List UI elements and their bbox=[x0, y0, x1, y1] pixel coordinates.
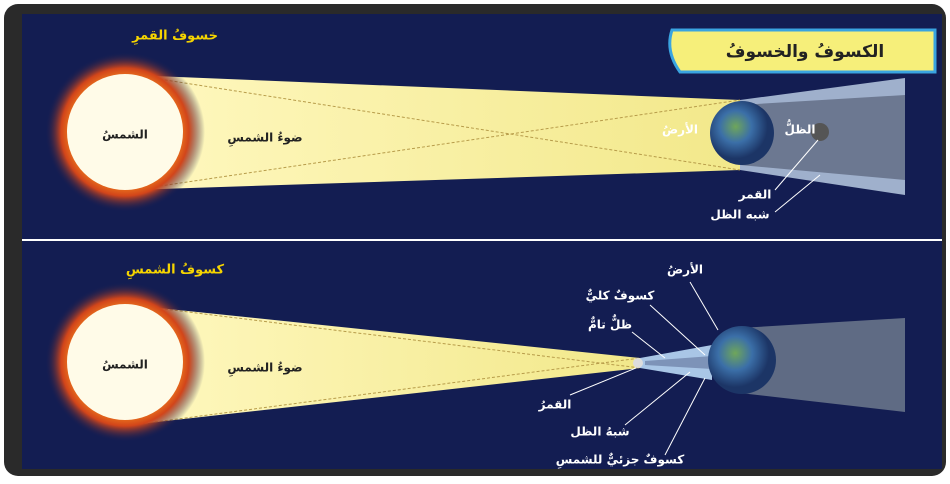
ray bbox=[139, 75, 741, 171]
label: ضوءُ الشمسِ bbox=[227, 361, 302, 378]
earth-shadow bbox=[740, 318, 905, 412]
pointer bbox=[569, 367, 637, 396]
label: الشمسُ bbox=[102, 128, 148, 142]
pointer bbox=[774, 174, 821, 213]
earth bbox=[708, 326, 776, 394]
label: الظلُّ bbox=[784, 119, 815, 137]
pointer bbox=[649, 304, 706, 356]
pointer bbox=[631, 331, 666, 359]
label: شبه الظل bbox=[710, 208, 769, 222]
moon bbox=[633, 358, 643, 368]
moon bbox=[811, 123, 829, 141]
pointer bbox=[624, 371, 691, 426]
sunlight bbox=[130, 305, 640, 425]
sunlight bbox=[130, 75, 740, 190]
label: الأرضُ bbox=[662, 122, 698, 137]
label: ضوءُ الشمسِ bbox=[227, 131, 302, 148]
label: الأرضُ bbox=[667, 262, 703, 277]
pointer bbox=[689, 281, 719, 331]
title: الكسوفُ والخسوفُ bbox=[726, 42, 884, 62]
sun bbox=[67, 304, 183, 420]
label: الشمسُ bbox=[102, 358, 148, 372]
heading: خسوفُ القمرِ bbox=[131, 28, 218, 45]
umbra bbox=[645, 356, 712, 369]
heading: كسوفُ الشمسِ bbox=[126, 262, 225, 279]
label: كسوفٌ كليٌّ bbox=[586, 288, 655, 303]
ray bbox=[139, 357, 641, 425]
label: كسوفٌ جزئيٌّ للشمسِ bbox=[556, 452, 684, 469]
label: القمر bbox=[738, 188, 772, 202]
title-banner bbox=[668, 28, 937, 74]
label: شبهُ الظل bbox=[570, 425, 629, 439]
pointer bbox=[664, 377, 706, 456]
sun bbox=[67, 74, 183, 190]
label: ظلٌّ تامٌّ bbox=[588, 314, 632, 333]
ray bbox=[139, 305, 641, 369]
earth bbox=[710, 101, 774, 165]
pointer bbox=[774, 139, 819, 191]
ray bbox=[139, 99, 741, 190]
label: القمرُ bbox=[538, 398, 572, 412]
